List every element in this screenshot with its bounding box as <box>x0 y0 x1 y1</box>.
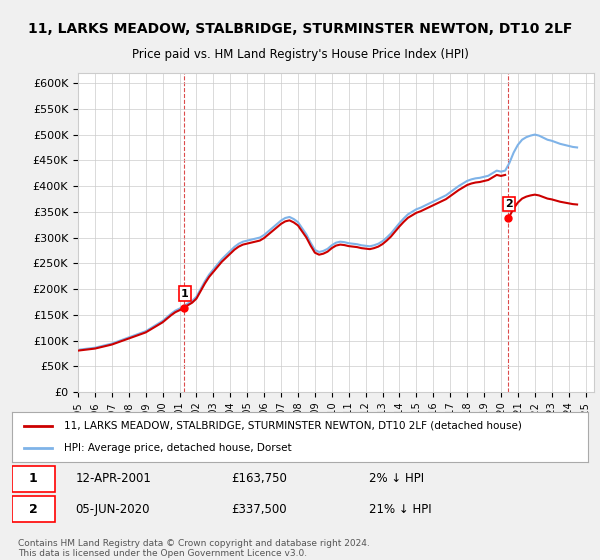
Text: 2: 2 <box>29 502 38 516</box>
Text: 11, LARKS MEADOW, STALBRIDGE, STURMINSTER NEWTON, DT10 2LF (detached house): 11, LARKS MEADOW, STALBRIDGE, STURMINSTE… <box>64 421 522 431</box>
Text: 12-APR-2001: 12-APR-2001 <box>76 472 151 486</box>
Text: 11, LARKS MEADOW, STALBRIDGE, STURMINSTER NEWTON, DT10 2LF: 11, LARKS MEADOW, STALBRIDGE, STURMINSTE… <box>28 22 572 36</box>
Text: 2: 2 <box>505 199 513 209</box>
Text: 1: 1 <box>181 288 189 298</box>
FancyBboxPatch shape <box>12 466 55 492</box>
Text: Price paid vs. HM Land Registry's House Price Index (HPI): Price paid vs. HM Land Registry's House … <box>131 48 469 60</box>
Text: £337,500: £337,500 <box>231 502 287 516</box>
Text: 05-JUN-2020: 05-JUN-2020 <box>76 502 150 516</box>
Text: 21% ↓ HPI: 21% ↓ HPI <box>369 502 432 516</box>
Text: Contains HM Land Registry data © Crown copyright and database right 2024.
This d: Contains HM Land Registry data © Crown c… <box>18 539 370 558</box>
Text: 2% ↓ HPI: 2% ↓ HPI <box>369 472 424 486</box>
Text: HPI: Average price, detached house, Dorset: HPI: Average price, detached house, Dors… <box>64 443 292 453</box>
FancyBboxPatch shape <box>12 496 55 522</box>
Text: 1: 1 <box>29 472 38 486</box>
Text: £163,750: £163,750 <box>231 472 287 486</box>
